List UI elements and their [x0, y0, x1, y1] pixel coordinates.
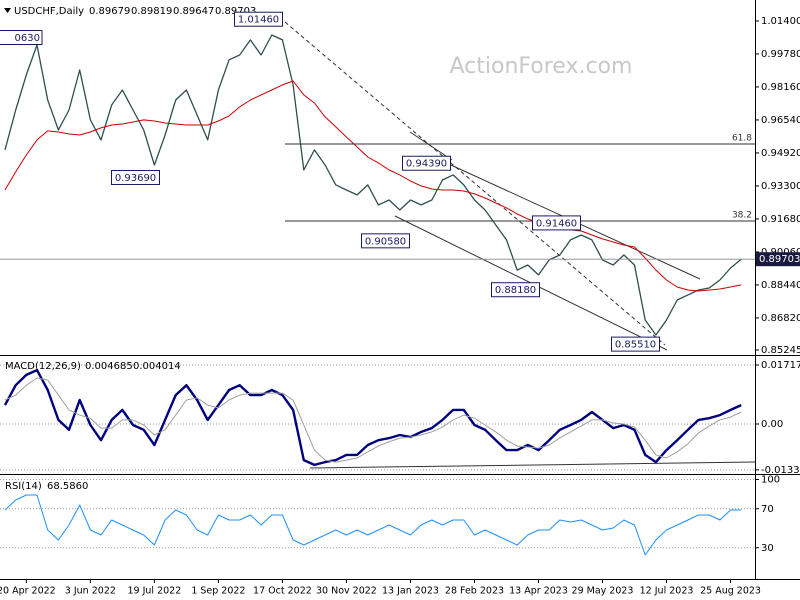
- price-annotation: 0.93690: [115, 173, 156, 184]
- series-line: [3, 368, 742, 467]
- y-tick-label: 0.86820: [761, 313, 800, 324]
- x-tick-label: 13 Jan 2023: [382, 586, 439, 597]
- series-line: [4, 377, 742, 463]
- price-annotation-box: [111, 169, 160, 185]
- price-annotation: 0630: [15, 33, 40, 44]
- price-annotation: 0.85510: [615, 340, 656, 351]
- y-tick-label: 0.94920: [761, 148, 800, 159]
- y-tick-label: 0.85245: [761, 345, 800, 356]
- x-tick-label: 25 Aug 2023: [700, 586, 761, 597]
- price-annotation: 1.01460: [238, 15, 279, 26]
- y-tick-label: 0.93300: [761, 181, 800, 192]
- trendline: [284, 21, 666, 346]
- trendline: [409, 131, 453, 161]
- x-tick-label: 20 Apr 2022: [0, 586, 56, 597]
- price-annotation-box: [611, 336, 660, 352]
- indicator-readout: 0.004685: [85, 361, 133, 372]
- fib-label: 38.2: [732, 210, 752, 220]
- x-tick-label: 30 Nov 2022: [316, 586, 377, 597]
- x-tick-label: 13 Apr 2023: [509, 586, 568, 597]
- x-tick-label: 1 Sep 2022: [191, 586, 245, 597]
- y-tick-label: -0.01334: [761, 465, 800, 476]
- series-line: [4, 80, 742, 292]
- x-tick-label: 12 Jul 2023: [640, 586, 694, 597]
- price-annotation-box: [0, 30, 43, 45]
- y-tick-label: 1.01400: [761, 16, 800, 27]
- x-tick-label: 29 May 2023: [572, 586, 634, 597]
- ohlc-value: 0.89819: [131, 6, 172, 17]
- price-annotation-box: [361, 233, 410, 249]
- price-annotation: 0.94390: [406, 159, 447, 170]
- price-annotation-box: [491, 282, 540, 298]
- macd-trendline: [309, 461, 756, 469]
- price-annotation: 0.88180: [495, 285, 536, 296]
- y-tick-label: 0.017176: [761, 360, 800, 371]
- ohlc-value: 0.89647: [173, 6, 214, 17]
- y-tick-label: 0.99780: [761, 49, 800, 60]
- indicator-readout: 68.5860: [47, 481, 88, 492]
- chart-title: USDCHF,Daily: [14, 6, 84, 17]
- y-tick-label: 0.91680: [761, 214, 800, 225]
- y-tick-label: 0.98160: [761, 82, 800, 93]
- series-line: [4, 34, 742, 336]
- y-tick-label: 0.96540: [761, 115, 800, 126]
- y-tick-label: 0.88440: [761, 280, 800, 291]
- price-annotation-box: [402, 155, 451, 171]
- x-tick-label: 17 Oct 2022: [253, 586, 312, 597]
- x-tick-label: 3 Jun 2022: [65, 586, 116, 597]
- last-price-label: 0.89703: [759, 254, 800, 265]
- x-tick-label: 19 Jul 2022: [127, 586, 181, 597]
- indicator-title: RSI(14): [5, 481, 42, 492]
- watermark: ActionForex.com: [450, 54, 633, 79]
- price-annotation-box: [234, 11, 283, 27]
- x-tick-label: 28 Feb 2023: [445, 586, 504, 597]
- price-annotation: 0.90580: [365, 236, 406, 247]
- y-tick-label: 30: [761, 543, 774, 554]
- ohlc-value: 0.89703: [215, 6, 256, 17]
- y-tick-label: 100: [761, 475, 780, 486]
- price-annotation-box: [532, 215, 581, 231]
- last-price-tag: [756, 252, 800, 267]
- y-tick-label: 0.00: [761, 419, 783, 430]
- ohlc-value: 0.89679: [89, 6, 130, 17]
- price-annotation: 0.91460: [536, 218, 577, 229]
- series-line: [4, 494, 742, 556]
- indicator-readout: 0.004014: [133, 361, 181, 372]
- fib-label: 61.8: [732, 133, 752, 143]
- menu-icon[interactable]: [4, 8, 11, 13]
- indicator-title: MACD(12,26,9): [5, 361, 81, 372]
- y-tick-label: 70: [761, 504, 774, 515]
